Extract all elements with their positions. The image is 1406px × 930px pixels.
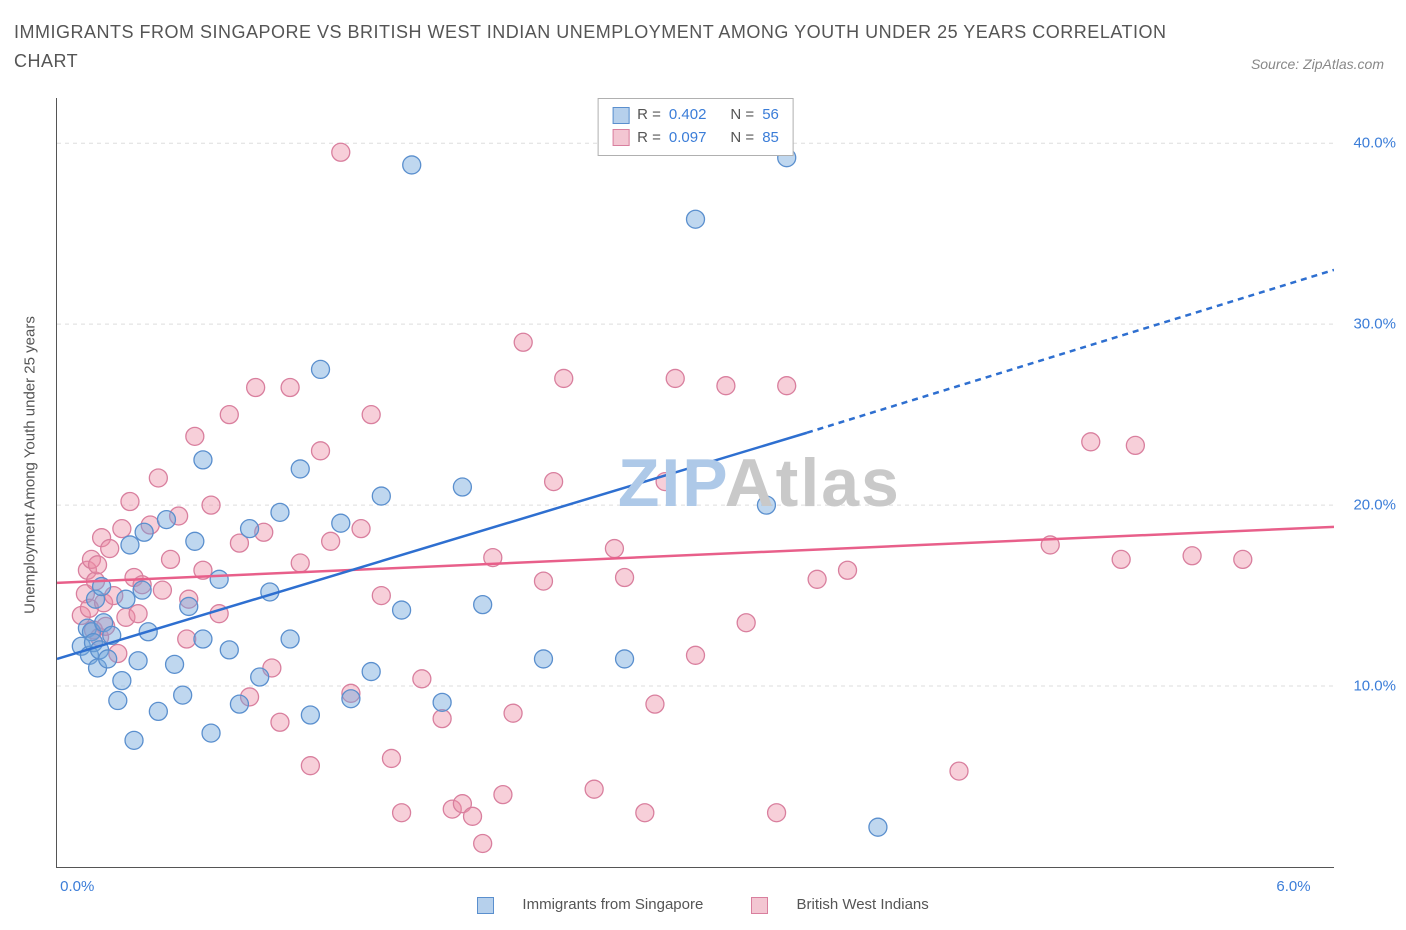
n-label: N = — [730, 127, 754, 150]
y-axis-title: Unemployment Among Youth under 25 years — [22, 316, 39, 614]
n-value: 56 — [762, 104, 779, 127]
series-label: British West Indians — [796, 896, 928, 913]
legend-row: R = 0.402 N = 56 — [612, 104, 779, 127]
legend-swatch — [477, 897, 494, 914]
y-tick-label: 30.0% — [1342, 316, 1396, 333]
scatter-svg — [57, 98, 1334, 867]
series-label: Immigrants from Singapore — [522, 896, 703, 913]
r-label: R = — [637, 104, 661, 127]
series-legend-item: British West Indians — [739, 896, 940, 913]
x-tick-label: 0.0% — [60, 878, 94, 895]
source-prefix: Source: — [1251, 56, 1303, 72]
y-tick-label: 10.0% — [1342, 678, 1396, 695]
r-value: 0.402 — [669, 104, 707, 127]
series-legend-item: Immigrants from Singapore — [465, 896, 715, 913]
r-label: R = — [637, 127, 661, 150]
correlation-legend: R = 0.402 N = 56 R = 0.097 N = 85 — [597, 98, 794, 156]
legend-swatch — [612, 107, 629, 124]
y-tick-label: 20.0% — [1342, 497, 1396, 514]
chart-title: IMMIGRANTS FROM SINGAPORE VS BRITISH WES… — [14, 18, 1226, 76]
chart-plot-area: ZIPAtlas R = 0.402N = 56R = 0.097N = 85 … — [56, 98, 1334, 868]
n-label: N = — [730, 104, 754, 127]
legend-swatch — [751, 897, 768, 914]
r-value: 0.097 — [669, 127, 707, 150]
source-name: ZipAtlas.com — [1303, 56, 1384, 72]
legend-row: R = 0.097 N = 85 — [612, 127, 779, 150]
n-value: 85 — [762, 127, 779, 150]
x-tick-label: 6.0% — [1276, 878, 1310, 895]
legend-swatch — [612, 129, 629, 146]
y-tick-label: 40.0% — [1342, 135, 1396, 152]
source-attribution: Source: ZipAtlas.com — [1251, 56, 1384, 72]
series-legend: Immigrants from Singapore British West I… — [0, 896, 1406, 914]
